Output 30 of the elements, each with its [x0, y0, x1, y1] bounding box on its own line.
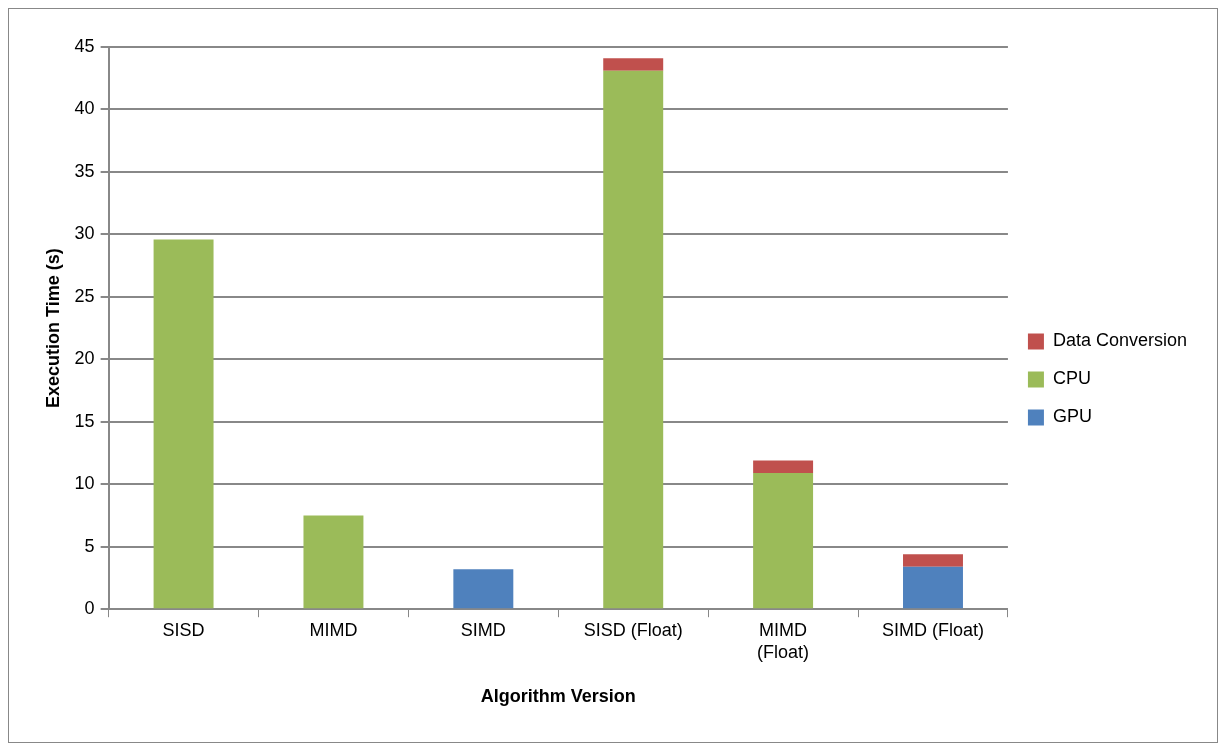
y-tick-label: 30 — [74, 223, 95, 244]
x-axis-title: Algorithm Version — [480, 686, 636, 707]
y-tick-label: 20 — [74, 348, 95, 369]
y-tick-label: 10 — [74, 473, 95, 494]
bar — [153, 239, 214, 609]
x-tick-label: MIMD (Float) — [757, 619, 810, 662]
bar — [303, 515, 364, 609]
bar — [603, 70, 664, 609]
y-tick-label: 15 — [74, 410, 95, 431]
x-tick-label: MIMD — [309, 619, 358, 640]
x-tick-label: SIMD (Float) — [881, 619, 984, 640]
y-tick-label: 0 — [84, 598, 95, 619]
y-tick-label: 40 — [74, 98, 95, 119]
legend-label: GPU — [1052, 406, 1092, 427]
y-tick-label: 5 — [84, 535, 95, 556]
legend-label: Data Conversion — [1052, 330, 1188, 351]
x-tick-label: SIMD — [460, 619, 506, 640]
legend-label: CPU — [1052, 368, 1091, 389]
bar — [603, 58, 664, 71]
x-tick-label: SISD (Float) — [583, 619, 683, 640]
x-tick-label: SISD — [162, 619, 205, 640]
bar — [903, 566, 963, 609]
bar — [453, 569, 514, 609]
bar — [753, 473, 814, 609]
y-tick-label: 25 — [74, 285, 95, 306]
y-axis-title: Execution Time (s) — [42, 248, 63, 408]
bar — [753, 460, 814, 474]
bar — [903, 554, 963, 567]
y-tick-label: 35 — [74, 160, 95, 181]
y-tick-label: 45 — [74, 35, 95, 56]
